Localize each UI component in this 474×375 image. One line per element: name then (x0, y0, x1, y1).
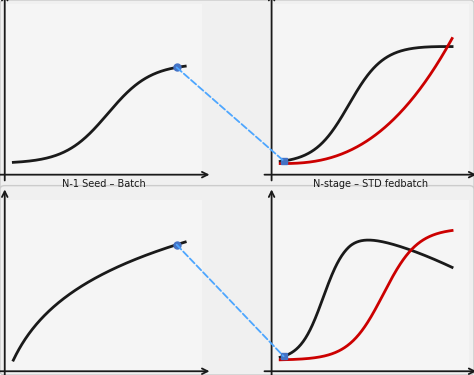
X-axis label: N-1 Seed – Batch: N-1 Seed – Batch (62, 179, 146, 189)
X-axis label: N-stage – STD fedbatch: N-stage – STD fedbatch (313, 179, 428, 189)
